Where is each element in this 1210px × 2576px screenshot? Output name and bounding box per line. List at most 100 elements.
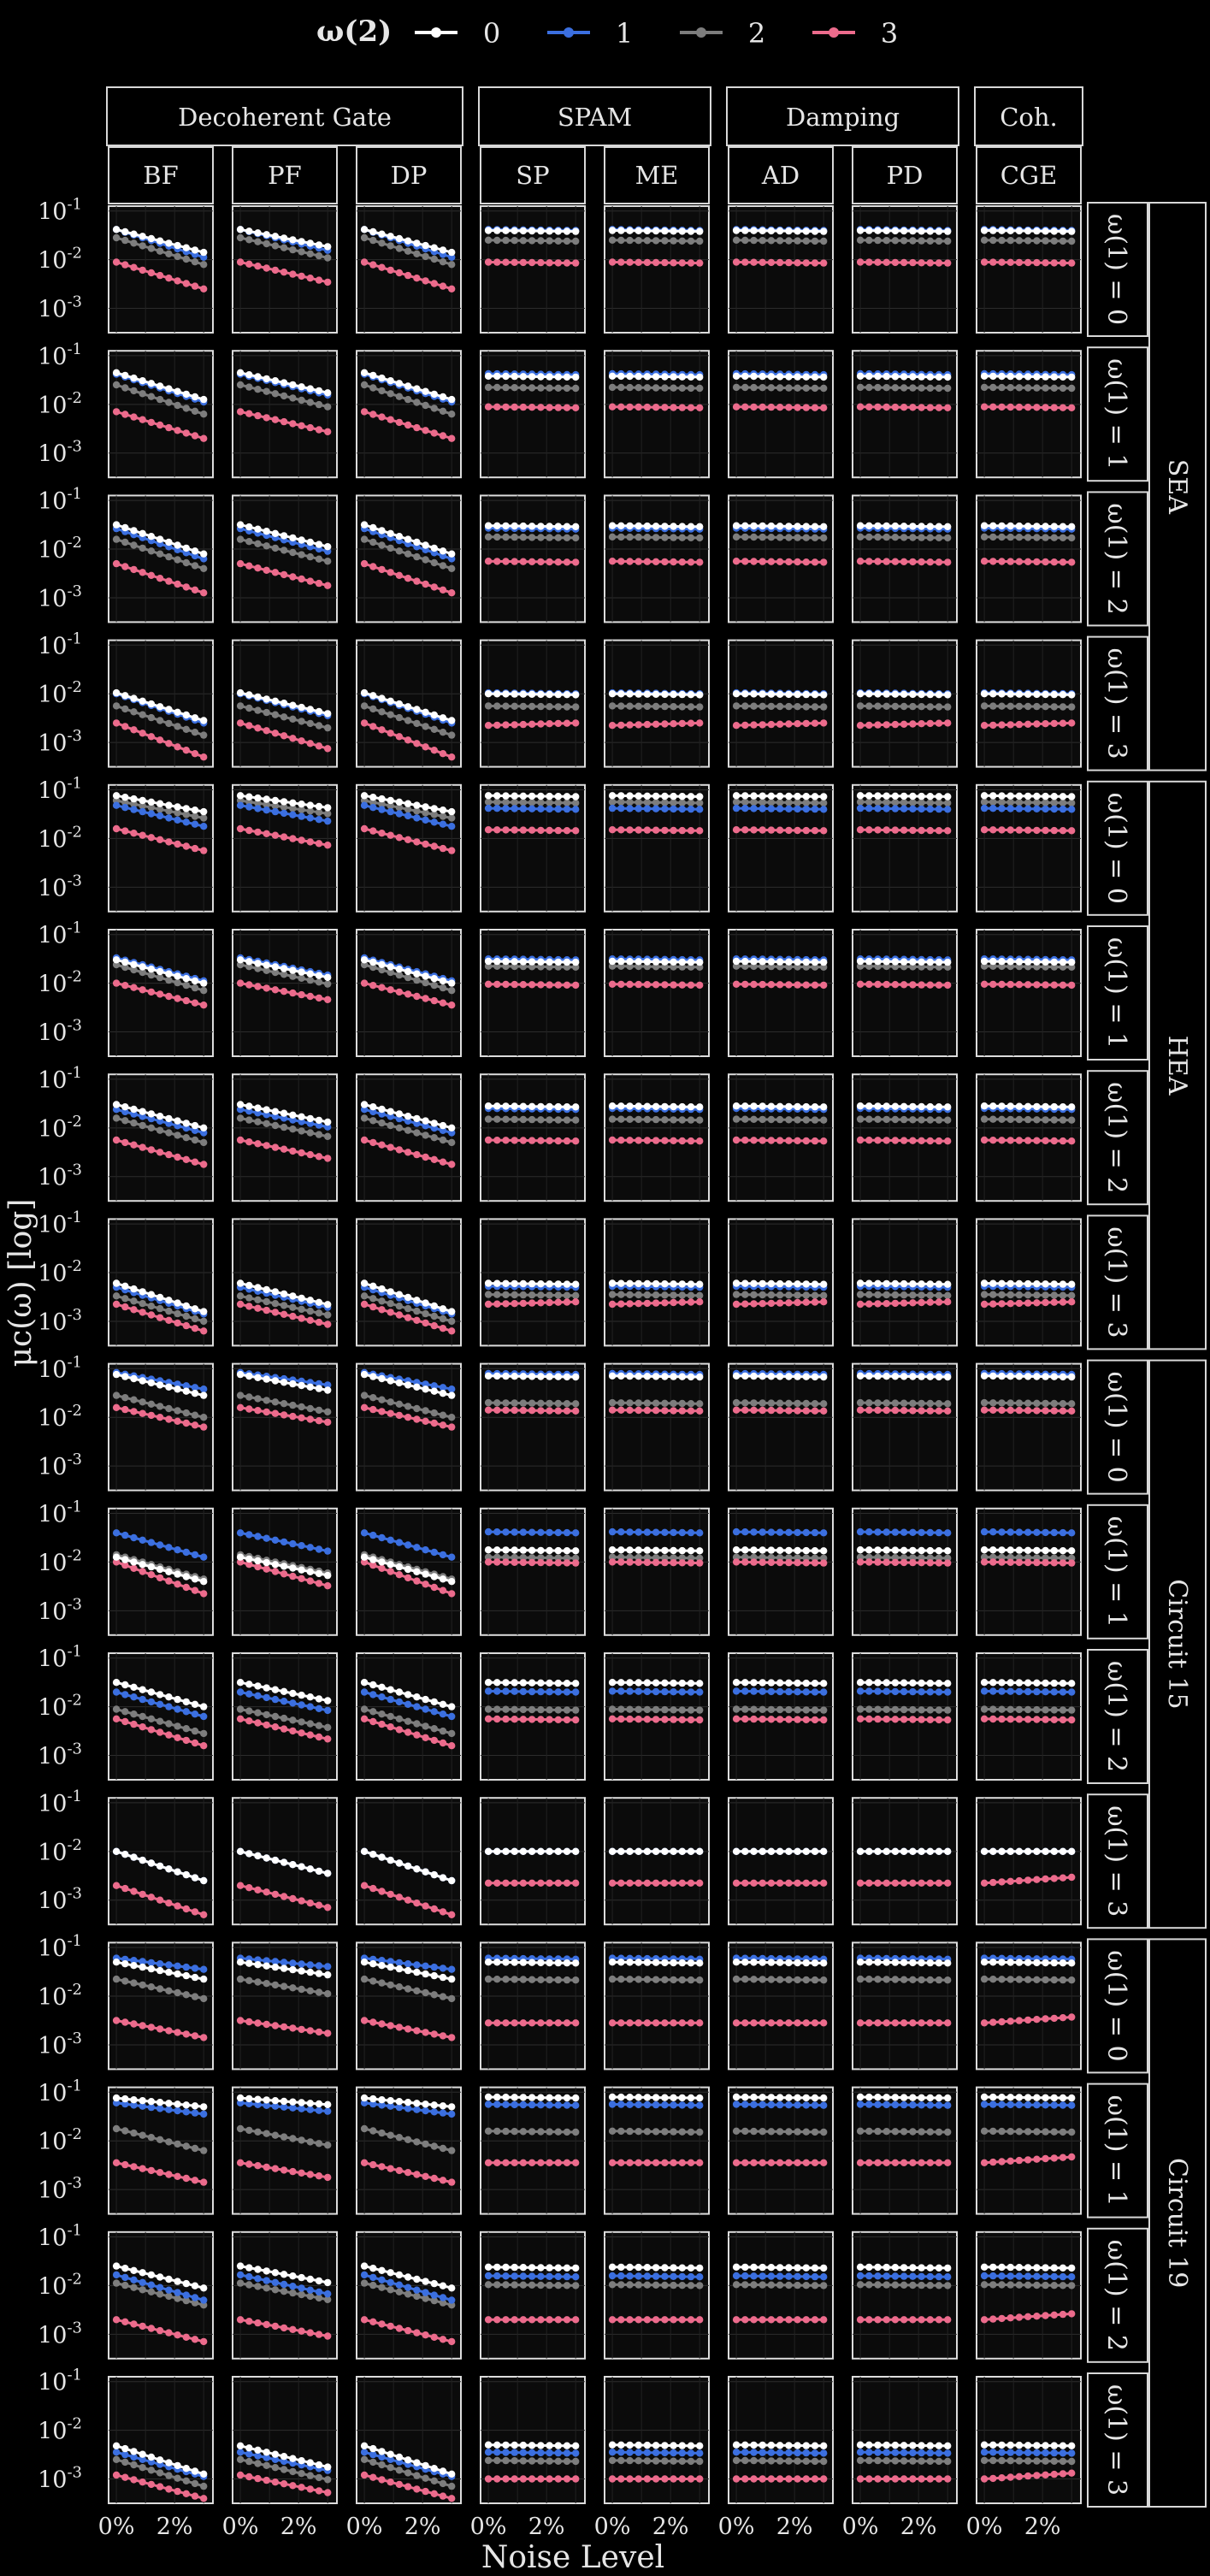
data-point-omega2-3 [989, 258, 997, 266]
data-point-omega2-2 [422, 978, 429, 987]
data-point-omega2-3 [882, 826, 890, 834]
data-point-omega2-0 [732, 1102, 741, 1110]
data-point-omega2-2 [422, 401, 429, 410]
data-point-omega2-3 [271, 1143, 280, 1151]
data-point-omega2-2 [263, 966, 270, 975]
data-point-omega2-2 [926, 534, 935, 541]
data-point-omega2-0 [537, 958, 545, 966]
data-point-omega2-3 [245, 1138, 253, 1146]
data-point-omega2-0 [130, 374, 138, 382]
data-point-omega2-2 [926, 237, 935, 245]
data-point-omega2-1 [430, 1382, 438, 1390]
y-tick-label: 10-1 [38, 774, 82, 804]
data-point-omega2-2 [439, 984, 447, 992]
data-point-omega2-3 [687, 719, 695, 727]
data-point-omega2-0 [165, 385, 173, 393]
data-point-omega2-3 [537, 1558, 545, 1567]
data-point-omega2-3 [811, 558, 819, 566]
data-point-omega2-0 [360, 956, 369, 964]
data-point-omega2-0 [484, 1102, 493, 1110]
data-point-omega2-0 [608, 1546, 617, 1554]
y-tick-label: 10-1 [38, 1353, 82, 1383]
data-point-omega2-3 [572, 1407, 580, 1415]
data-point-omega2-2 [1024, 1399, 1032, 1407]
data-point-omega2-0 [980, 1372, 989, 1380]
data-point-omega2-0 [324, 1571, 332, 1580]
data-point-omega2-3 [430, 842, 438, 850]
data-point-omega2-2 [776, 702, 784, 711]
data-point-omega2-2 [511, 1115, 518, 1124]
data-point-omega2-2 [1050, 799, 1059, 806]
data-point-omega2-0 [874, 792, 882, 800]
data-point-omega2-2 [626, 1291, 634, 1299]
data-point-omega2-1 [502, 1528, 510, 1536]
data-point-omega2-3 [802, 259, 810, 267]
data-point-omega2-3 [1024, 1137, 1032, 1144]
data-point-omega2-3 [182, 280, 190, 287]
data-point-omega2-0 [112, 956, 121, 964]
data-point-omega2-2 [306, 1404, 314, 1413]
y-tick-label: 10-1 [38, 1643, 82, 1673]
data-point-omega2-3 [661, 404, 669, 411]
data-point-omega2-3 [998, 826, 1006, 834]
data-point-omega2-3 [1050, 404, 1059, 411]
data-point-omega2-0 [900, 690, 908, 698]
data-point-omega2-3 [874, 403, 882, 411]
data-point-omega2-2 [537, 384, 545, 392]
data-point-omega2-2 [324, 1408, 332, 1416]
data-point-omega2-3 [1024, 1299, 1032, 1307]
data-point-omega2-2 [1006, 533, 1014, 541]
data-point-omega2-3 [528, 826, 536, 834]
data-point-omega2-3 [502, 721, 510, 729]
data-point-omega2-3 [439, 999, 447, 1007]
data-point-omega2-0 [306, 1568, 314, 1576]
data-point-omega2-3 [909, 1716, 917, 1723]
data-point-omega2-1 [891, 1528, 900, 1536]
data-point-omega2-3 [1042, 1559, 1049, 1567]
data-point-omega2-0 [935, 1547, 943, 1555]
data-point-omega2-3 [306, 838, 314, 846]
data-point-omega2-3 [687, 1298, 695, 1306]
data-point-omega2-3 [900, 558, 908, 565]
data-point-omega2-2 [989, 702, 997, 710]
data-point-omega2-0 [493, 957, 501, 966]
data-point-omega2-0 [236, 792, 245, 800]
data-point-omega2-2 [856, 1115, 865, 1123]
data-point-omega2-0 [387, 529, 394, 537]
data-point-omega2-3 [678, 1298, 686, 1306]
data-point-omega2-0 [130, 795, 138, 803]
data-point-omega2-2 [191, 562, 199, 570]
data-point-omega2-2 [387, 1300, 394, 1308]
data-point-omega2-2 [130, 239, 138, 247]
data-point-omega2-0 [1050, 1373, 1059, 1380]
data-point-omega2-2 [811, 703, 819, 711]
data-point-omega2-2 [820, 237, 828, 245]
data-point-omega2-2 [767, 702, 776, 711]
data-point-omega2-2 [572, 703, 580, 711]
data-point-omega2-2 [1068, 703, 1076, 711]
data-point-omega2-3 [1042, 259, 1049, 267]
data-point-omega2-3 [395, 571, 404, 579]
data-point-omega2-0 [546, 690, 553, 699]
data-point-omega2-1 [511, 1687, 518, 1695]
data-point-omega2-2 [502, 1115, 510, 1124]
data-point-omega2-0 [360, 1101, 369, 1108]
data-point-omega2-3 [635, 1406, 642, 1415]
data-point-omega2-3 [200, 1742, 208, 1750]
column-label: ME [635, 161, 679, 190]
data-point-omega2-2 [874, 1705, 882, 1713]
data-point-omega2-0 [448, 979, 456, 987]
data-point-omega2-3 [909, 720, 917, 728]
data-point-omega2-3 [776, 826, 784, 834]
data-point-omega2-0 [511, 1546, 518, 1554]
data-point-omega2-3 [1015, 403, 1024, 411]
data-point-omega2-2 [271, 390, 280, 398]
data-point-omega2-2 [998, 702, 1006, 710]
data-point-omega2-0 [315, 1695, 323, 1703]
data-point-omega2-3 [422, 277, 429, 285]
data-point-omega2-2 [678, 1116, 686, 1124]
data-point-omega2-3 [121, 261, 129, 269]
data-point-omega2-3 [537, 404, 545, 411]
data-point-omega2-3 [935, 1407, 943, 1415]
data-point-omega2-3 [156, 1149, 164, 1156]
